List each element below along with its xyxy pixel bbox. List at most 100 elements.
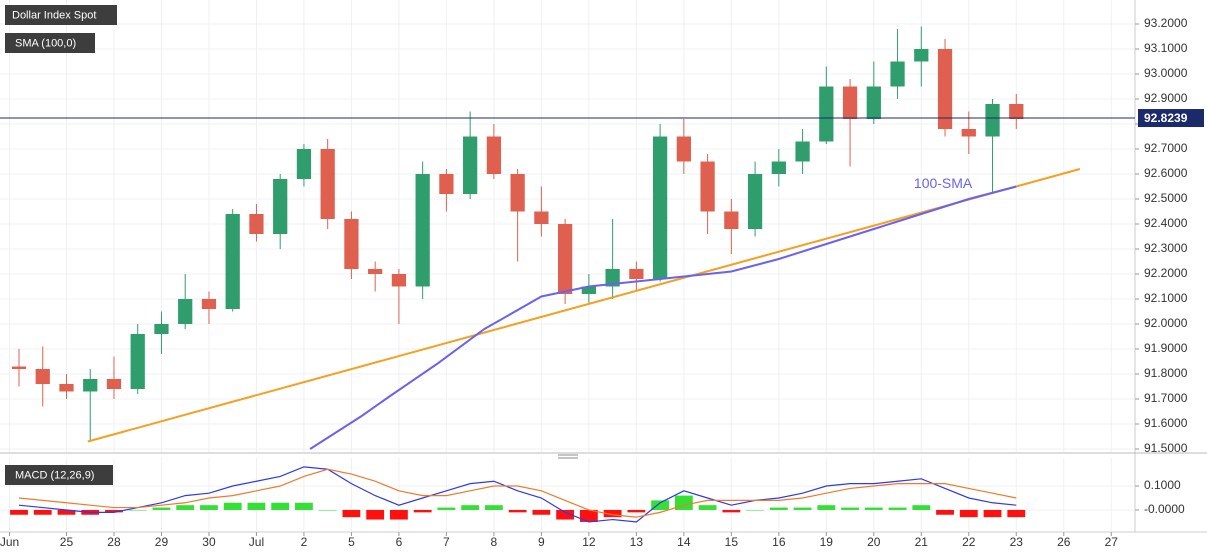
y-tick-label: 91.6000 — [1144, 416, 1188, 430]
y-tick-label: 91.7000 — [1144, 391, 1188, 405]
x-tick-label: 21 — [915, 535, 929, 549]
histogram-bar — [271, 502, 290, 510]
histogram-bar — [318, 509, 337, 511]
histogram-bar — [176, 505, 195, 510]
histogram-bar — [912, 505, 931, 510]
histogram-bar — [33, 509, 52, 515]
sma-line — [309, 185, 1017, 450]
candle-body — [1009, 104, 1024, 119]
histogram-bar — [627, 509, 646, 513]
x-tick-label: 28 — [107, 535, 121, 549]
signal-line — [18, 468, 1017, 518]
candle-body — [724, 211, 739, 229]
candle-body — [59, 384, 74, 392]
candle-body — [605, 269, 620, 287]
candle-body — [296, 149, 312, 179]
candle-body — [130, 334, 145, 389]
y-tick-label: 91.8000 — [1144, 366, 1188, 380]
candle-body — [201, 299, 217, 309]
histogram-bar — [1007, 509, 1026, 518]
histogram-bar — [841, 507, 859, 510]
candle-body — [463, 136, 478, 194]
y-tick-label: 91.5000 — [1144, 441, 1188, 455]
histogram-bar — [152, 507, 171, 510]
legend-box — [5, 33, 95, 53]
candle-body — [320, 149, 335, 219]
histogram-bar — [484, 505, 503, 510]
x-tick-label: 2 — [301, 535, 308, 549]
histogram-bar — [200, 505, 218, 510]
x-tick-label: 12 — [582, 535, 596, 549]
histogram-bar — [508, 509, 527, 513]
histogram-bar — [223, 502, 242, 510]
y-tick-label: 92.0000 — [1144, 316, 1188, 330]
x-tick-label: 7 — [443, 535, 450, 549]
histogram-bar — [579, 509, 598, 522]
x-tick-label: 8 — [491, 535, 498, 549]
x-tick-label: 29 — [155, 535, 169, 549]
x-tick-label: 30 — [202, 535, 216, 549]
histogram-bar — [437, 507, 456, 510]
candle-body — [534, 211, 549, 224]
candle-body — [961, 129, 976, 137]
chart-title: Dollar Index Spot — [12, 9, 96, 21]
histogram-bar — [959, 509, 978, 518]
candle-body — [35, 369, 50, 384]
candle-body — [866, 86, 881, 119]
candle-body — [629, 269, 644, 279]
y-tick-label: 92.9000 — [1144, 91, 1188, 105]
histogram-bar — [722, 509, 741, 513]
candle-body — [83, 379, 98, 392]
candle-body — [510, 174, 525, 212]
legend-box — [5, 465, 113, 485]
candle-body — [368, 269, 383, 274]
candle-body — [890, 61, 905, 87]
candle-body — [676, 136, 691, 162]
macd-line — [18, 466, 1017, 523]
histogram-bar — [10, 509, 28, 515]
histogram-bar — [769, 507, 788, 510]
candle-body — [11, 366, 27, 369]
candle-body — [415, 174, 430, 287]
x-tick-label: 5 — [348, 535, 355, 549]
x-tick-label: Jun — [0, 535, 19, 549]
histogram-bar — [295, 502, 313, 510]
candle-body — [937, 49, 953, 129]
y-tick-label: 93.2000 — [1144, 16, 1188, 30]
candle-body — [842, 86, 858, 119]
histogram-bar — [817, 505, 836, 510]
candle-body — [771, 161, 786, 174]
histogram-bar — [532, 509, 551, 515]
histogram-bar — [247, 502, 266, 510]
candle-body — [106, 379, 122, 389]
y-tick-label: 92.7000 — [1144, 141, 1188, 155]
histogram-bar — [413, 509, 432, 513]
x-tick-label: Jul — [249, 535, 264, 549]
y-tick-label: 92.2000 — [1144, 266, 1188, 280]
x-tick-label: 22 — [962, 535, 976, 549]
trend-line — [87, 168, 1081, 443]
y-tick-label: 92.5000 — [1144, 191, 1188, 205]
histogram-bar — [888, 507, 907, 510]
candle-body — [700, 161, 715, 212]
y-tick-label: 92.6000 — [1144, 166, 1188, 180]
x-tick-label: 6 — [396, 535, 403, 549]
histogram-bar — [342, 509, 361, 518]
candle-body — [249, 214, 264, 234]
histogram-bar — [983, 509, 1002, 518]
histogram-bar — [793, 507, 812, 510]
candle-body — [154, 324, 169, 334]
last-price-label: 92.8239 — [1144, 111, 1188, 125]
legend-box — [5, 5, 117, 25]
x-tick-label: 19 — [820, 535, 834, 549]
y-tick-label: 93.0000 — [1144, 66, 1188, 80]
candle-body — [273, 179, 288, 234]
histogram-bar — [366, 509, 385, 520]
x-tick-label: 14 — [677, 535, 691, 549]
candle-body — [747, 174, 763, 229]
histogram-bar — [603, 509, 622, 518]
histogram-bar — [461, 505, 480, 510]
sma-annotation: 100-SMA — [914, 175, 973, 191]
